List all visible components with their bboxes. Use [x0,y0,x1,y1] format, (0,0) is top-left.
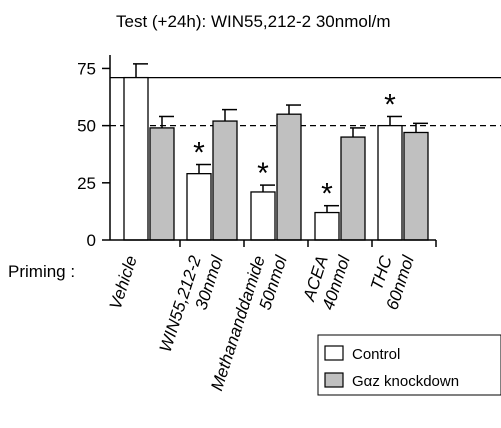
bar-control [377,124,403,241]
bar-control [314,211,340,241]
bar-knockdown [149,127,175,241]
legend-label: Gαz knockdown [352,373,459,390]
bar-control [123,76,149,241]
legend-swatch [324,345,344,361]
bar-knockdown [276,113,302,241]
significance-star: * [384,88,396,121]
bar-knockdown [403,131,429,241]
legend-label: Control [352,346,400,363]
bar-knockdown [212,120,238,241]
legend: Control Gαz knockdown [317,334,501,396]
significance-star: * [321,178,333,211]
reference-lines [110,76,501,127]
y-tick-label: 25 [77,174,96,193]
y-tick-label: 50 [77,117,96,136]
bar-control [250,191,276,241]
bar-control [186,173,212,241]
y-tick-label: 0 [87,231,96,250]
x-axis [110,239,437,247]
category-label: Vehicle [106,253,141,311]
significance-star: * [193,137,205,170]
significance-star: * [257,157,269,190]
y-tick-label: 75 [77,59,96,78]
legend-swatch [324,372,344,388]
bars: * * * * [123,63,429,241]
chart-title: Test (+24h): WIN55,212-2 30nmol/m [116,12,390,31]
bar-knockdown [340,136,366,241]
y-axis: 0 25 50 75 [77,55,111,250]
legend-box [317,334,501,396]
priming-label: Priming : [8,262,75,281]
